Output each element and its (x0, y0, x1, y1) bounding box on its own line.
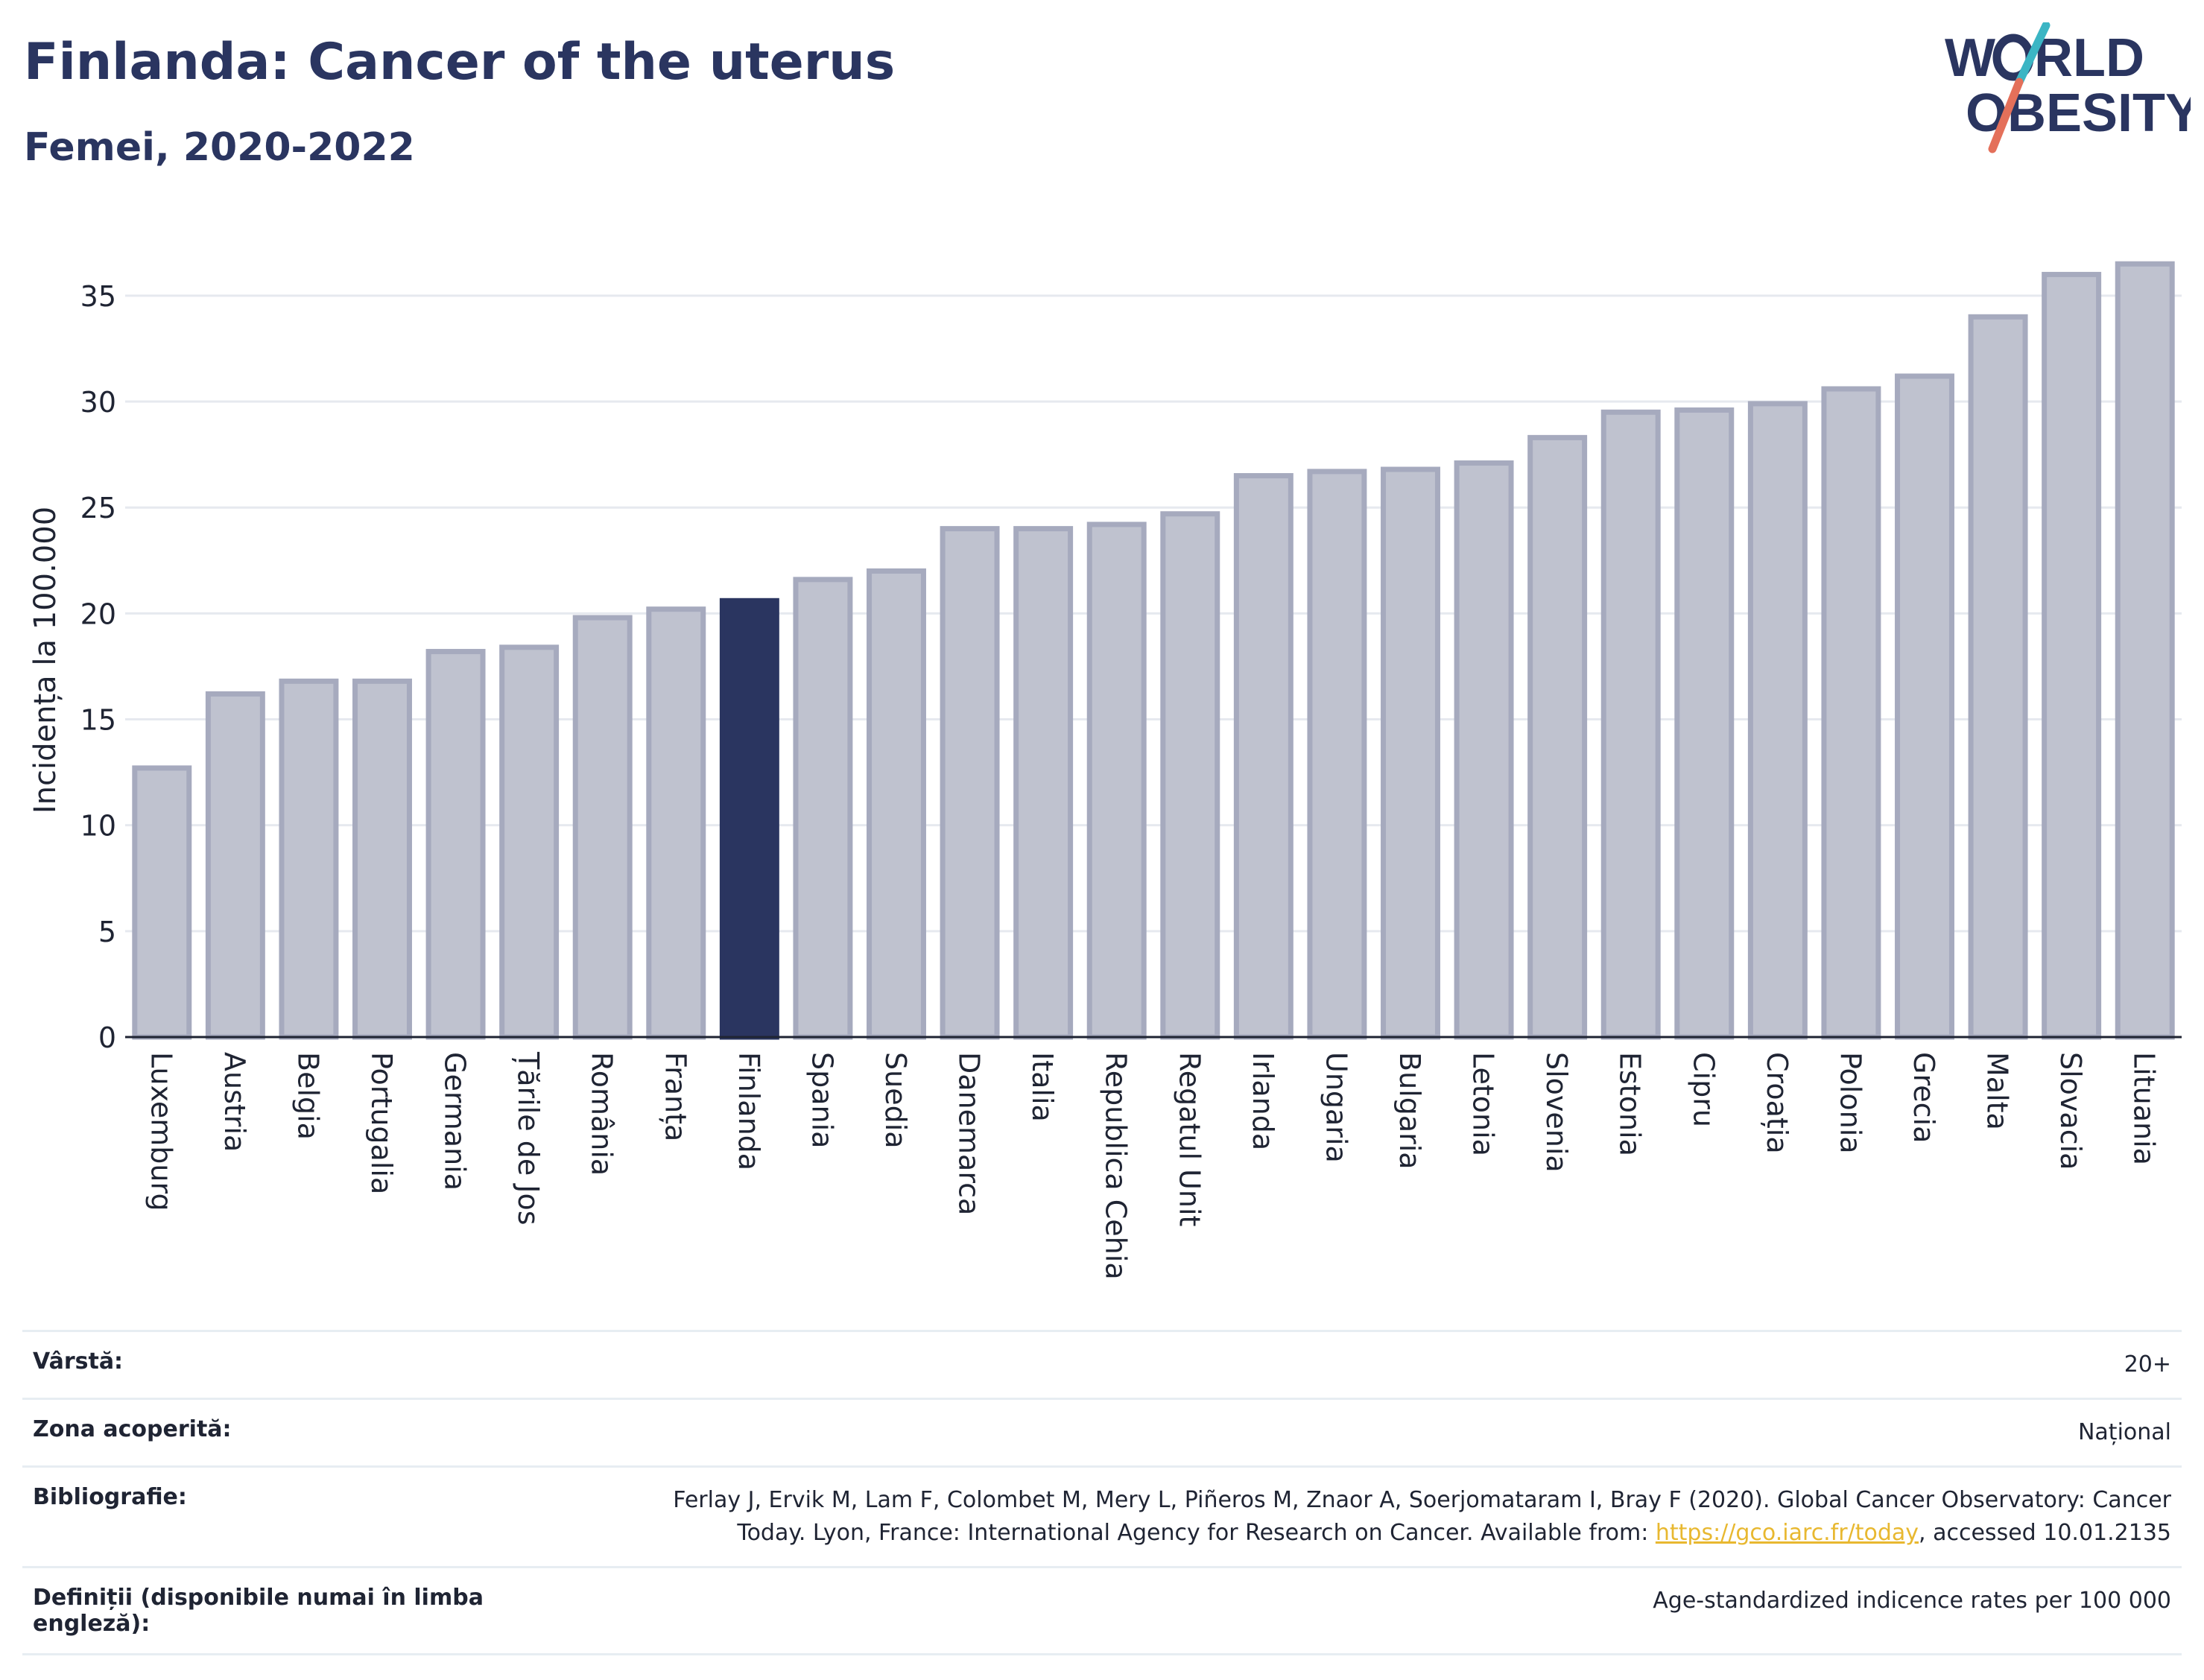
bar-bulgaria[interactable] (1381, 466, 1440, 1040)
x-tick-label: Danemarca (953, 1052, 986, 1215)
bar-spania[interactable] (793, 577, 853, 1040)
meta-row-coverage: Zona acoperită: Național (22, 1398, 2182, 1467)
bibliography-line2-pre: Today. Lyon, France: International Agenc… (737, 1520, 1656, 1546)
meta-value: Age-standardized indicence rates per 100… (520, 1566, 2182, 1655)
bar-luxemburg[interactable] (132, 765, 192, 1040)
y-tick-label: 5 (98, 916, 116, 948)
y-tick-label: 20 (80, 597, 116, 630)
bar-românia[interactable] (572, 615, 633, 1040)
y-tick-label: 30 (80, 386, 116, 419)
bar-portugalia[interactable] (352, 678, 412, 1040)
bar-lituania[interactable] (2115, 261, 2175, 1040)
logo-slash-coral (1988, 77, 2024, 153)
bar-malta[interactable] (1968, 314, 2028, 1040)
world-obesity-logo: W RLD OBESITY (1945, 22, 2191, 153)
x-tick-label: Malta (1981, 1052, 2014, 1130)
bar-regatul-unit[interactable] (1160, 511, 1220, 1040)
meta-key: Definiții (disponibile numai în limba en… (22, 1566, 520, 1655)
x-tick-label: Belgia (291, 1052, 324, 1140)
x-tick-label: Italia (1026, 1052, 1059, 1122)
x-tick-label: Luxemburg (145, 1052, 177, 1211)
bar-italia[interactable] (1013, 526, 1074, 1040)
x-tick-label: Bulgaria (1393, 1052, 1426, 1170)
bar-austria[interactable] (205, 691, 265, 1040)
y-axis-ticks: 0 5 10 15 20 25 30 35 (80, 280, 116, 1054)
x-tick-label: România (586, 1052, 618, 1176)
chart-title: Finlanda: Cancer of the uterus (24, 33, 896, 92)
bar-letonia[interactable] (1454, 460, 1514, 1040)
bar-polonia[interactable] (1821, 386, 1881, 1040)
x-tick-label: Croația (1761, 1052, 1793, 1154)
x-tick-label: Regatul Unit (1173, 1052, 1206, 1226)
x-tick-label: Suedia (879, 1052, 912, 1149)
x-tick-label: Irlanda (1247, 1052, 1279, 1150)
x-tick-label: Cipru (1687, 1052, 1720, 1127)
meta-key: Zona acoperită: (22, 1398, 520, 1467)
y-tick-label: 10 (80, 810, 116, 843)
x-axis-labels: Luxemburg Austria Belgia Portugalia Germania… (145, 1051, 2160, 1280)
meta-row-bibliography: Bibliografie: Ferlay J, Ervik M, Lam F, … (22, 1465, 2182, 1568)
x-tick-label: Germania (439, 1052, 472, 1191)
x-tick-label: Grecia (1907, 1052, 1940, 1143)
meta-value: 20+ (520, 1330, 2182, 1399)
x-tick-label: Ungaria (1320, 1052, 1352, 1163)
bar-estonia[interactable] (1600, 409, 1661, 1040)
definitions-key-line1: Definiții (disponibile numai în limba (33, 1585, 484, 1611)
bar-chart: 0 5 10 15 20 25 30 35 Luxemburg Austria Belgia Por… (28, 261, 2182, 1280)
chart-subtitle: Femei, 2020-2022 (24, 125, 415, 170)
x-tick-label: Spania (805, 1052, 838, 1148)
x-tick-label: Finlanda (732, 1052, 765, 1170)
bar-cipru[interactable] (1674, 407, 1735, 1040)
x-tick-label: Țările de Jos (512, 1051, 545, 1226)
y-tick-label: 15 (80, 704, 116, 737)
x-tick-label: Franța (659, 1052, 691, 1141)
bibliography-line1: Ferlay J, Ervik M, Lam F, Colombet M, Me… (673, 1487, 2171, 1513)
meta-value: Ferlay J, Ervik M, Lam F, Colombet M, Me… (520, 1465, 2182, 1568)
x-tick-label: Estonia (1614, 1052, 1647, 1156)
bar-germania[interactable] (425, 649, 486, 1040)
bar-republica-cehia[interactable] (1086, 522, 1147, 1040)
bar-finlanda[interactable] (719, 597, 779, 1040)
y-tick-label: 0 (98, 1021, 116, 1054)
x-tick-label: Lituania (2128, 1052, 2161, 1165)
meta-key: Bibliografie: (22, 1465, 520, 1568)
x-tick-label: Polonia (1834, 1052, 1866, 1154)
y-tick-label: 35 (80, 280, 116, 313)
logo-text-rld: RLD (2034, 28, 2144, 88)
bar-danemarca[interactable] (940, 526, 1000, 1040)
x-tick-label: Portugalia (365, 1052, 398, 1194)
logo-slash-teal (2015, 22, 2051, 86)
bar-slovenia[interactable] (1527, 434, 1588, 1040)
bar-țările-de-jos[interactable] (499, 644, 560, 1040)
metadata-table: Vârstă: 20+ Zona acoperită: Național Bib… (22, 1330, 2182, 1655)
bars (132, 261, 2175, 1040)
meta-value: Național (520, 1398, 2182, 1467)
bar-slovacia[interactable] (2042, 271, 2102, 1040)
bibliography-link[interactable]: https://gco.iarc.fr/today (1655, 1520, 1919, 1546)
y-axis-label: Incidența la 100.000 (28, 507, 63, 814)
bar-ungaria[interactable] (1307, 469, 1367, 1040)
meta-row-age: Vârstă: 20+ (22, 1330, 2182, 1399)
x-tick-label: Letonia (1467, 1052, 1500, 1156)
meta-row-definitions: Definiții (disponibile numai în limba en… (22, 1566, 2182, 1655)
x-tick-label: Slovenia (1540, 1052, 1573, 1173)
x-tick-label: Austria (218, 1052, 251, 1152)
x-tick-label: Slovacia (2054, 1052, 2087, 1170)
bar-belgia[interactable] (279, 678, 339, 1040)
logo-text-w: W (1945, 28, 1995, 88)
bar-suedia[interactable] (867, 568, 926, 1040)
y-tick-label: 25 (80, 492, 116, 524)
bar-grecia[interactable] (1895, 373, 1954, 1040)
x-tick-label: Republica Cehia (1100, 1052, 1133, 1280)
bar-irlanda[interactable] (1233, 473, 1293, 1040)
meta-key: Vârstă: (22, 1330, 520, 1399)
bar-franța[interactable] (646, 606, 706, 1040)
bar-croația[interactable] (1747, 401, 1808, 1040)
bibliography-line2-post: , accessed 10.01.2135 (1919, 1520, 2171, 1546)
definitions-key-line2: engleză): (33, 1611, 151, 1637)
